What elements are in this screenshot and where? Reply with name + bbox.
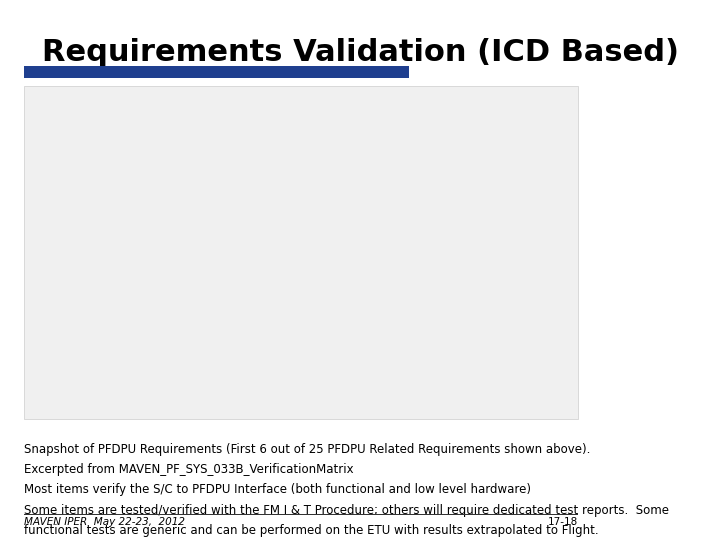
Text: Requirements Validation (ICD Based): Requirements Validation (ICD Based) [42,38,679,66]
Text: Snapshot of PFDPU Requirements (First 6 out of 25 PFDPU Related Requirements sho: Snapshot of PFDPU Requirements (First 6 … [24,443,590,456]
FancyBboxPatch shape [24,66,409,78]
FancyBboxPatch shape [24,86,578,418]
FancyBboxPatch shape [24,514,578,515]
Text: Some items are tested/verified with the FM I & T Procedure; others will require : Some items are tested/verified with the … [24,504,669,517]
Text: Most items verify the S/C to PFDPU Interface (both functional and low level hard: Most items verify the S/C to PFDPU Inter… [24,483,531,496]
Text: 17-18: 17-18 [548,517,578,527]
Text: Excerpted from MAVEN_PF_SYS_033B_VerificationMatrix: Excerpted from MAVEN_PF_SYS_033B_Verific… [24,463,354,476]
Text: MAVEN IPER  May 22-23,  2012: MAVEN IPER May 22-23, 2012 [24,517,185,527]
Text: functional tests are generic and can be performed on the ETU with results extrap: functional tests are generic and can be … [24,524,599,537]
